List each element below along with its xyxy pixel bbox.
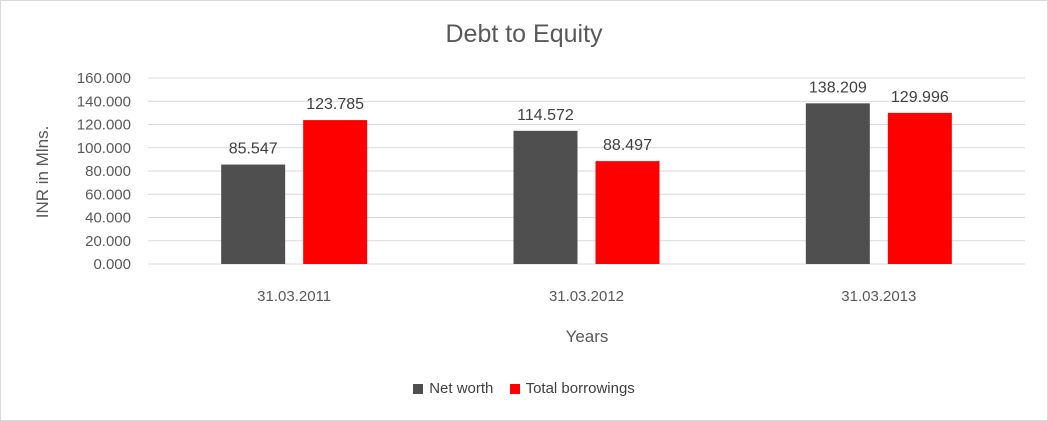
y-tick-label: 140.000 (77, 93, 131, 110)
x-tick-label: 31.03.2012 (549, 288, 624, 305)
data-label: 129.996 (891, 89, 949, 106)
y-tick-label: 60.000 (85, 186, 131, 203)
data-label: 138.209 (809, 79, 867, 96)
data-label: 123.785 (306, 96, 364, 113)
data-label: 114.572 (517, 107, 574, 124)
y-tick-label: 80.000 (85, 163, 131, 180)
bars (221, 103, 952, 265)
y-tick-labels: 0.000 20.000 40.000 60.000 80.000 100.000 120.… (77, 70, 131, 273)
y-tick-label: 160.000 (77, 70, 131, 87)
x-tick-label: 31.03.2013 (841, 288, 916, 305)
x-tick-label: 31.03.2011 (257, 288, 331, 305)
y-tick-label: 0.000 (93, 256, 131, 273)
bar-total-borrowings (887, 112, 952, 265)
legend-item-total-borrowings: Total borrowings (509, 380, 635, 397)
legend-label-total-borrowings: Total borrowings (525, 380, 635, 397)
bar-net-worth (513, 130, 578, 264)
bar-total-borrowings (303, 120, 368, 264)
legend-swatch-net-worth (413, 383, 424, 394)
bar-total-borrowings (595, 161, 660, 264)
y-tick-label: 20.000 (85, 233, 131, 250)
y-tick-label: 120.000 (77, 117, 131, 134)
chart-title: Debt to Equity (445, 20, 603, 48)
data-labels: 85.547 123.785 114.572 88.497 138.209 129.996 (229, 79, 949, 157)
y-axis-label: INR in Mlns. (33, 126, 52, 219)
bar-net-worth (805, 103, 870, 265)
y-tick-label: 40.000 (85, 210, 131, 227)
x-axis-label: Years (566, 327, 609, 346)
data-label: 85.547 (229, 141, 278, 158)
bar-net-worth (221, 164, 286, 264)
legend-item-net-worth: Net worth (413, 380, 493, 397)
data-label: 88.497 (603, 137, 652, 154)
legend-label-net-worth: Net worth (429, 380, 494, 397)
x-tick-labels: 31.03.2011 31.03.2012 31.03.2013 (257, 288, 916, 305)
legend-swatch-total-borrowings (509, 383, 520, 394)
legend: Net worth Total borrowings (0, 380, 1048, 398)
y-tick-label: 100.000 (77, 140, 131, 157)
gridlines (148, 77, 1025, 265)
